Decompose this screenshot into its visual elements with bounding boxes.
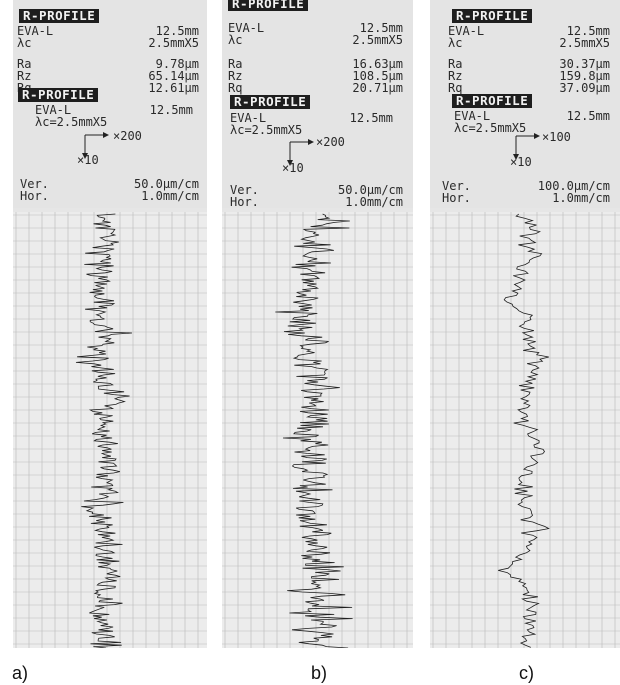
rz-value: 65.14μm — [148, 69, 199, 83]
hor-value: 1.0mm/cm — [552, 191, 610, 205]
eva2-label: EVA-L — [35, 103, 72, 117]
profile-header: R-PROFILE EVA-L 12.5mm λc 2.5mmX5 Ra 30.… — [430, 0, 620, 208]
profile-panel-c: R-PROFILE EVA-L 12.5mm λc 2.5mmX5 Ra 30.… — [430, 0, 620, 648]
rq-label: Rq — [448, 81, 463, 95]
rz-label: Rz — [17, 69, 32, 83]
rz-value: 159.8μm — [559, 69, 610, 83]
rz-label: Rz — [448, 69, 463, 83]
profile-header: R-PROFILE EVA-L 12.5mm λc 2.5mmX5 Ra 9.7… — [13, 0, 207, 208]
r-profile-tag: R-PROFILE — [452, 9, 533, 23]
magnification-axes-icon — [280, 134, 340, 174]
ver-label: Ver. — [20, 177, 49, 191]
rq-label: Rq — [228, 81, 243, 95]
caption-a: a) — [12, 663, 29, 683]
eva-length: 12.5mm — [155, 24, 199, 38]
eva2-label: EVA-L — [454, 109, 491, 123]
eva-label: EVA-L — [448, 24, 485, 38]
lambda-c-setting: λc=2.5mmX5 — [35, 115, 108, 129]
caption-b: b) — [311, 663, 328, 683]
roughness-trace-plot — [13, 212, 207, 648]
roughness-trace-line — [75, 213, 133, 648]
eva2-length: 12.5mm — [349, 111, 393, 125]
roughness-trace-plot — [222, 212, 413, 648]
eva2-length: 12.5mm — [566, 109, 610, 123]
lambda-c-setting: λc=2.5mmX5 — [230, 123, 303, 137]
rq-value: 12.61μm — [148, 81, 199, 95]
lambda-c-label: λc — [17, 36, 32, 50]
ver-value: 100.0μm/cm — [537, 179, 610, 193]
lambda-c-value: 2.5mmX5 — [352, 33, 403, 47]
ra-label: Ra — [228, 57, 243, 71]
magnification-y: ×10 — [77, 153, 99, 167]
ver-label: Ver. — [230, 183, 259, 197]
ver-label: Ver. — [442, 179, 471, 193]
r-profile-tag-2: R-PROFILE — [18, 88, 99, 102]
hor-label: Hor. — [230, 195, 259, 209]
profile-panel-a: R-PROFILE EVA-L 12.5mm λc 2.5mmX5 Ra 9.7… — [13, 0, 207, 648]
ra-value: 30.37μm — [559, 57, 610, 71]
caption-c: c) — [519, 663, 534, 683]
magnification-x: ×100 — [542, 130, 571, 144]
profile-header: R-PROFILE EVA-L 12.5mm λc 2.5mmX5 Ra 16.… — [222, 0, 413, 208]
roughness-trace-line — [498, 213, 550, 648]
rq-value: 37.09μm — [559, 81, 610, 95]
lambda-c-value: 2.5mmX5 — [559, 36, 610, 50]
hor-label: Hor. — [442, 191, 471, 205]
hor-label: Hor. — [20, 189, 49, 203]
profile-panel-b: R-PROFILE EVA-L 12.5mm λc 2.5mmX5 Ra 16.… — [222, 0, 413, 648]
r-profile-tag-2: R-PROFILE — [230, 95, 311, 109]
lambda-c-setting: λc=2.5mmX5 — [454, 121, 527, 135]
magnification-x: ×200 — [316, 135, 345, 149]
r-profile-tag: R-PROFILE — [228, 0, 309, 11]
r-profile-tag-2: R-PROFILE — [452, 94, 533, 108]
roughness-trace-plot — [430, 212, 620, 648]
ra-value: 16.63μm — [352, 57, 403, 71]
lambda-c-label: λc — [448, 36, 463, 50]
lambda-c-value: 2.5mmX5 — [148, 36, 199, 50]
rq-value: 20.71μm — [352, 81, 403, 95]
rz-value: 108.5μm — [352, 69, 403, 83]
ver-value: 50.0μm/cm — [337, 183, 403, 197]
rz-label: Rz — [228, 69, 243, 83]
magnification-x: ×200 — [113, 129, 142, 143]
eva-length: 12.5mm — [566, 24, 610, 38]
eva2-label: EVA-L — [230, 111, 267, 125]
magnification-y: ×10 — [510, 155, 532, 169]
ver-value: 50.0μm/cm — [133, 177, 199, 191]
eva-label: EVA-L — [228, 21, 265, 35]
magnification-axes-icon — [506, 128, 566, 168]
eva-label: EVA-L — [17, 24, 54, 38]
ra-label: Ra — [448, 57, 463, 71]
magnification-y: ×10 — [282, 161, 304, 175]
hor-value: 1.0mm/cm — [345, 195, 403, 209]
magnification-axes-icon — [75, 127, 135, 167]
roughness-trace-line — [275, 213, 353, 648]
eva-length: 12.5mm — [359, 21, 403, 35]
ra-label: Ra — [17, 57, 32, 71]
ra-value: 9.78μm — [155, 57, 199, 71]
lambda-c-label: λc — [228, 33, 243, 47]
r-profile-tag: R-PROFILE — [19, 9, 100, 23]
eva2-length: 12.5mm — [149, 103, 193, 117]
hor-value: 1.0mm/cm — [141, 189, 199, 203]
